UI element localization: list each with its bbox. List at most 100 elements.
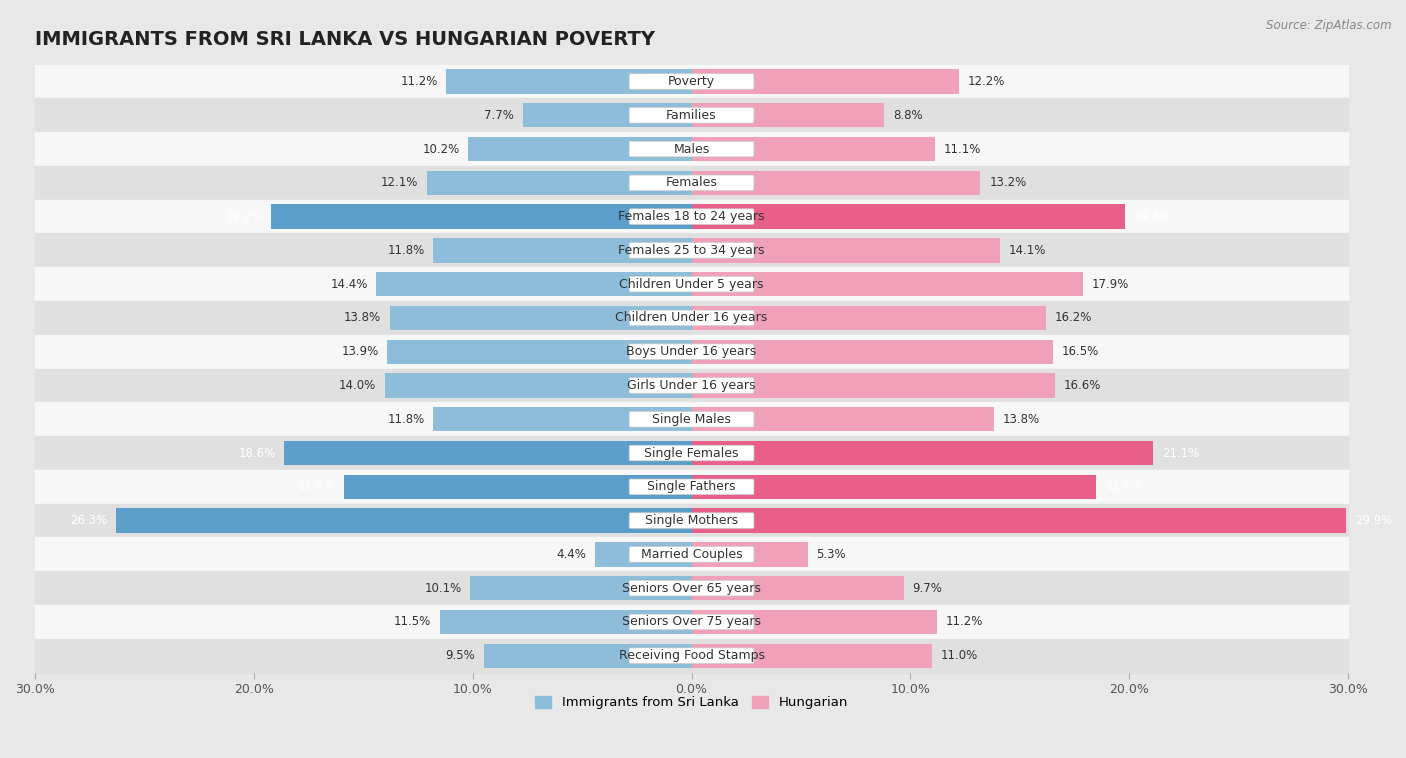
Bar (692, 374, 1054, 398)
Text: Females: Females (665, 177, 717, 190)
Text: 11.8%: 11.8% (387, 413, 425, 426)
Bar (35, 166, 1348, 199)
Bar (35, 99, 1348, 132)
Bar (377, 272, 692, 296)
Bar (595, 542, 692, 566)
Text: Single Mothers: Single Mothers (645, 514, 738, 527)
Bar (692, 509, 1346, 533)
Bar (284, 441, 692, 465)
Bar (692, 609, 936, 634)
Bar (35, 605, 1348, 639)
FancyBboxPatch shape (628, 344, 754, 359)
FancyBboxPatch shape (628, 479, 754, 494)
Bar (692, 644, 932, 668)
Text: Males: Males (673, 143, 710, 155)
Bar (692, 171, 980, 195)
Bar (692, 407, 994, 431)
Bar (343, 475, 692, 499)
Bar (692, 103, 884, 127)
Text: Married Couples: Married Couples (641, 548, 742, 561)
Text: 13.2%: 13.2% (990, 177, 1026, 190)
Text: 12.1%: 12.1% (381, 177, 418, 190)
Bar (35, 64, 1348, 99)
Text: Females 25 to 34 years: Females 25 to 34 years (619, 244, 765, 257)
FancyBboxPatch shape (628, 513, 754, 528)
Bar (484, 644, 692, 668)
Bar (692, 205, 1125, 229)
Text: 17.9%: 17.9% (1092, 277, 1129, 290)
Text: Receiving Food Stamps: Receiving Food Stamps (619, 649, 765, 662)
Bar (35, 436, 1348, 470)
FancyBboxPatch shape (628, 74, 754, 89)
Bar (692, 576, 904, 600)
Text: 11.5%: 11.5% (394, 615, 432, 628)
Bar (385, 374, 692, 398)
Text: 16.2%: 16.2% (1054, 312, 1092, 324)
Text: 10.1%: 10.1% (425, 581, 461, 594)
Text: 4.4%: 4.4% (557, 548, 586, 561)
Text: 18.5%: 18.5% (1105, 481, 1142, 493)
Bar (271, 205, 692, 229)
Text: 10.2%: 10.2% (422, 143, 460, 155)
Text: Seniors Over 65 years: Seniors Over 65 years (621, 581, 761, 594)
Bar (35, 402, 1348, 436)
Text: Single Fathers: Single Fathers (647, 481, 735, 493)
Text: 14.4%: 14.4% (330, 277, 367, 290)
Text: Children Under 16 years: Children Under 16 years (616, 312, 768, 324)
Text: 21.1%: 21.1% (1163, 446, 1199, 459)
FancyBboxPatch shape (628, 243, 754, 258)
Bar (35, 504, 1348, 537)
Text: 11.0%: 11.0% (941, 649, 979, 662)
Text: Seniors Over 75 years: Seniors Over 75 years (621, 615, 761, 628)
Bar (692, 305, 1046, 330)
Text: 11.1%: 11.1% (943, 143, 980, 155)
Text: 13.8%: 13.8% (343, 312, 381, 324)
Text: 26.3%: 26.3% (70, 514, 107, 527)
Legend: Immigrants from Sri Lanka, Hungarian: Immigrants from Sri Lanka, Hungarian (530, 691, 853, 715)
FancyBboxPatch shape (628, 445, 754, 461)
FancyBboxPatch shape (628, 547, 754, 562)
Bar (387, 340, 692, 364)
Text: 29.9%: 29.9% (1355, 514, 1392, 527)
Bar (35, 368, 1348, 402)
Text: 15.9%: 15.9% (298, 481, 335, 493)
Bar (440, 609, 692, 634)
Text: 16.6%: 16.6% (1064, 379, 1101, 392)
Bar (471, 576, 692, 600)
FancyBboxPatch shape (628, 108, 754, 123)
Bar (389, 305, 692, 330)
Bar (692, 238, 1000, 262)
Bar (35, 572, 1348, 605)
Bar (692, 340, 1053, 364)
Text: Poverty: Poverty (668, 75, 716, 88)
Bar (692, 137, 935, 161)
Bar (447, 69, 692, 94)
FancyBboxPatch shape (628, 310, 754, 326)
Bar (35, 639, 1348, 672)
Text: 8.8%: 8.8% (893, 108, 922, 122)
Bar (35, 335, 1348, 368)
Bar (692, 441, 1153, 465)
FancyBboxPatch shape (628, 614, 754, 630)
Text: Girls Under 16 years: Girls Under 16 years (627, 379, 756, 392)
Bar (35, 199, 1348, 233)
FancyBboxPatch shape (628, 277, 754, 292)
Bar (35, 537, 1348, 572)
FancyBboxPatch shape (628, 209, 754, 224)
FancyBboxPatch shape (628, 581, 754, 596)
Text: Boys Under 16 years: Boys Under 16 years (627, 345, 756, 359)
Text: 12.2%: 12.2% (967, 75, 1005, 88)
Text: Families: Families (666, 108, 717, 122)
Bar (35, 301, 1348, 335)
Bar (433, 238, 692, 262)
Text: 14.1%: 14.1% (1010, 244, 1046, 257)
FancyBboxPatch shape (628, 648, 754, 663)
FancyBboxPatch shape (628, 377, 754, 393)
Bar (35, 132, 1348, 166)
Text: 11.2%: 11.2% (401, 75, 437, 88)
Bar (35, 268, 1348, 301)
Text: 13.8%: 13.8% (1002, 413, 1039, 426)
Text: 5.3%: 5.3% (817, 548, 846, 561)
Text: 19.8%: 19.8% (1133, 210, 1171, 223)
Text: Single Males: Single Males (652, 413, 731, 426)
